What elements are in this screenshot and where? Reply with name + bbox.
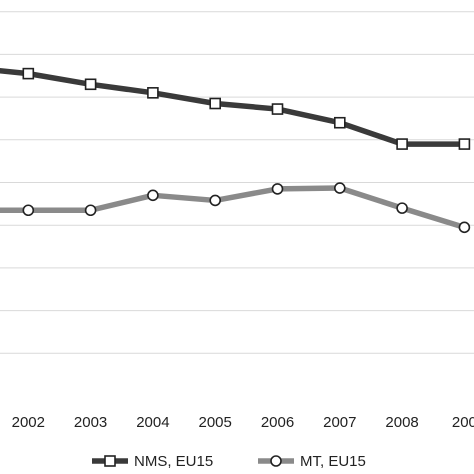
data-point-circle: [209, 194, 221, 207]
x-tick-label: 2007: [323, 414, 356, 431]
series-line-2: [0, 185, 468, 231]
data-point-square: [458, 138, 471, 150]
data-point-circle: [22, 204, 35, 217]
data-point-square: [396, 138, 408, 150]
series-markers: [22, 67, 471, 234]
legend: NMS, EU15 MT, EU15: [92, 453, 366, 470]
data-point-circle: [147, 189, 159, 202]
x-tick-label: 2004: [136, 414, 169, 431]
x-tick-label: 2005: [199, 414, 232, 431]
x-tick-label: 2006: [261, 414, 294, 431]
x-tick-label: 2003: [74, 414, 107, 431]
data-point-square: [209, 97, 221, 110]
legend-label: MT, EU15: [300, 453, 366, 470]
x-tick-label: 2002: [12, 414, 45, 431]
legend-marker-square: [104, 455, 116, 467]
data-point-square: [147, 87, 159, 99]
gridlines: [0, 11, 474, 354]
series-line-1: [0, 67, 468, 147]
data-point-circle: [396, 202, 408, 214]
legend-marker-circle: [270, 455, 282, 467]
data-point-circle: [458, 221, 471, 234]
data-point-square: [84, 78, 97, 91]
legend-label: NMS, EU15: [134, 453, 213, 470]
data-point-square: [271, 103, 284, 115]
data-point-square: [22, 67, 35, 80]
data-point-square: [333, 116, 346, 129]
data-point-circle: [84, 204, 97, 217]
x-axis: 2002 2003 2004 2005 2006 2007 2008 200: [12, 414, 474, 431]
data-point-circle: [271, 183, 284, 195]
x-tick-label: 200: [452, 414, 474, 431]
x-tick-label: 2008: [385, 414, 418, 431]
series-lines: [0, 67, 468, 231]
data-point-circle: [333, 182, 346, 194]
